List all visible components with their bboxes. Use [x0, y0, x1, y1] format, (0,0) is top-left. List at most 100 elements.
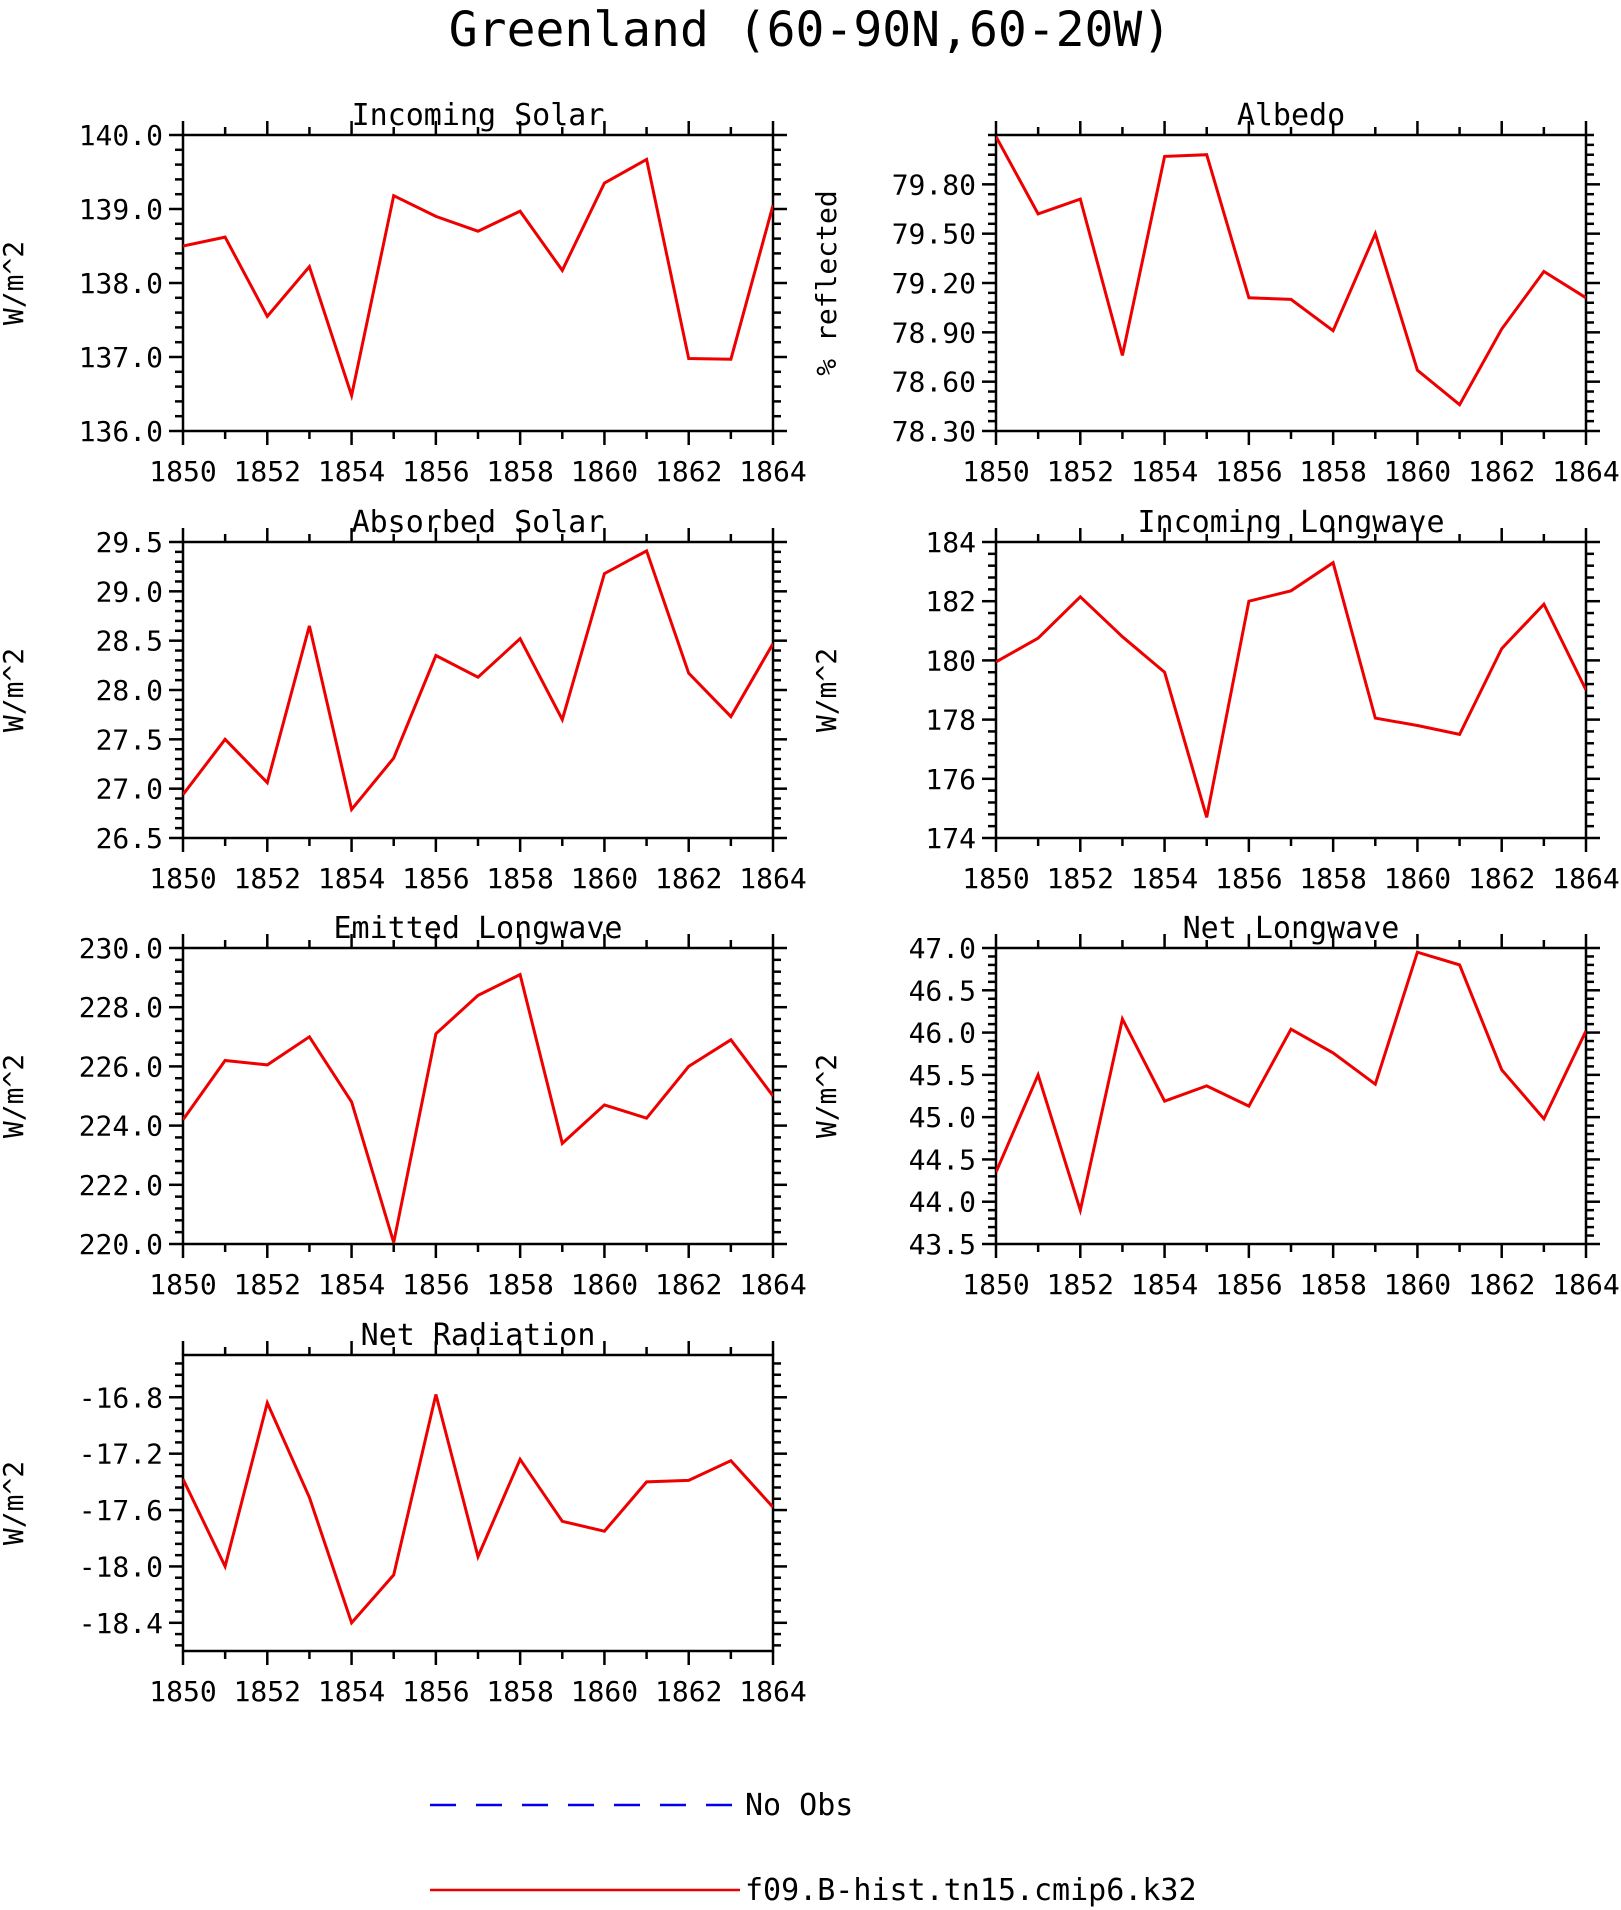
absorbed-solar-xtick-label: 1850: [149, 862, 216, 895]
incoming-solar-ytick-label: 140.0: [79, 119, 163, 152]
net-longwave-xtick-label: 1862: [1468, 1268, 1535, 1301]
legend: No Obs f09.B-hist.tn15.cmip6.k32: [430, 1788, 1197, 1908]
incoming-longwave-series-line: [996, 560, 1586, 818]
legend-model-label: f09.B-hist.tn15.cmip6.k32: [745, 1873, 1197, 1908]
net-longwave-ylabel: W/m^2: [810, 1054, 843, 1138]
albedo-xtick-label: 1864: [1552, 455, 1619, 488]
incoming-longwave-xtick-label: 1864: [1552, 862, 1619, 895]
absorbed-solar-plot-frame: [181, 540, 775, 840]
emitted-longwave-xtick-label: 1854: [318, 1268, 385, 1301]
emitted-longwave-xtick-label: 1858: [486, 1268, 553, 1301]
legend-no-obs-label: No Obs: [745, 1788, 853, 1823]
net-radiation-ytick-label: -18.4: [79, 1607, 163, 1640]
absorbed-solar-ytick-label: 28.5: [96, 625, 163, 658]
absorbed-solar-ytick-label: 29.0: [96, 575, 163, 608]
albedo-ytick-label: 79.80: [892, 168, 976, 201]
absorbed-solar-ytick-label: 28.0: [96, 674, 163, 707]
net-longwave-ytick-label: 46.5: [909, 974, 976, 1007]
net-radiation-ylabel: W/m^2: [0, 1461, 30, 1545]
absorbed-solar-ytick-label: 27.0: [96, 773, 163, 806]
net-radiation-ytick-label: -17.2: [79, 1438, 163, 1471]
absorbed-solar-ylabel: W/m^2: [0, 648, 30, 732]
incoming-solar-xtick-label: 1864: [739, 455, 806, 488]
albedo-xtick-label: 1852: [1047, 455, 1114, 488]
net-radiation-xtick-label: 1854: [318, 1675, 385, 1708]
absorbed-solar-xtick-label: 1856: [402, 862, 469, 895]
absorbed-solar-xtick-label: 1852: [234, 862, 301, 895]
net-longwave-xtick-label: 1864: [1552, 1268, 1619, 1301]
incoming-solar-ylabel: W/m^2: [0, 241, 30, 325]
incoming-solar-xtick-label: 1850: [149, 455, 216, 488]
absorbed-solar-xtick-label: 1858: [486, 862, 553, 895]
net-radiation-xtick-label: 1856: [402, 1675, 469, 1708]
incoming-solar-xtick-label: 1854: [318, 455, 385, 488]
albedo-xtick-label: 1860: [1384, 455, 1451, 488]
emitted-longwave-plot-frame: [181, 946, 775, 1246]
net-longwave-xtick-label: 1860: [1384, 1268, 1451, 1301]
albedo-xtick-label: 1858: [1299, 455, 1366, 488]
net-radiation-series-line: [183, 1394, 773, 1626]
incoming-solar-xtick-label: 1862: [655, 455, 722, 488]
incoming-longwave-xtick-label: 1862: [1468, 862, 1535, 895]
albedo-ytick-label: 78.30: [892, 415, 976, 448]
net-radiation-xtick-label: 1858: [486, 1675, 553, 1708]
emitted-longwave-xtick-label: 1852: [234, 1268, 301, 1301]
albedo-xtick-label: 1850: [962, 455, 1029, 488]
albedo-ylabel: % reflected: [810, 190, 843, 375]
emitted-longwave-xtick-label: 1856: [402, 1268, 469, 1301]
incoming-longwave-ytick-label: 184: [925, 526, 976, 559]
incoming-longwave-xtick-label: 1860: [1384, 862, 1451, 895]
albedo-xtick-label: 1854: [1131, 455, 1198, 488]
albedo-xtick-label: 1862: [1468, 455, 1535, 488]
absorbed-solar-xtick-label: 1862: [655, 862, 722, 895]
emitted-longwave-ytick-label: 222.0: [79, 1169, 163, 1202]
emitted-longwave-ytick-label: 220.0: [79, 1228, 163, 1261]
incoming-solar-ytick-label: 137.0: [79, 341, 163, 374]
absorbed-solar-ytick-label: 26.5: [96, 822, 163, 855]
incoming-solar-ytick-label: 136.0: [79, 415, 163, 448]
net-longwave-series-line: [996, 950, 1586, 1217]
net-longwave-ytick-label: 44.0: [909, 1186, 976, 1219]
incoming-longwave-ytick-label: 176: [925, 763, 976, 796]
net-radiation-xtick-label: 1862: [655, 1675, 722, 1708]
incoming-solar-ytick-label: 139.0: [79, 193, 163, 226]
incoming-solar-ytick-label: 138.0: [79, 267, 163, 300]
net-longwave-ytick-label: 45.0: [909, 1101, 976, 1134]
emitted-longwave-ytick-label: 224.0: [79, 1110, 163, 1143]
net-longwave-plot-frame: [994, 946, 1588, 1246]
net-radiation-xtick-label: 1852: [234, 1675, 301, 1708]
emitted-longwave-ytick-label: 230.0: [79, 932, 163, 965]
net-longwave-xtick-label: 1854: [1131, 1268, 1198, 1301]
incoming-solar-xtick-label: 1860: [571, 455, 638, 488]
emitted-longwave-xtick-label: 1850: [149, 1268, 216, 1301]
incoming-longwave-xtick-label: 1858: [1299, 862, 1366, 895]
incoming-solar-plot-frame: [181, 133, 775, 433]
net-radiation-xtick-label: 1850: [149, 1675, 216, 1708]
emitted-longwave-ylabel: W/m^2: [0, 1054, 30, 1138]
net-longwave-ytick-label: 44.5: [909, 1143, 976, 1176]
absorbed-solar-ytick-label: 27.5: [96, 723, 163, 756]
absorbed-solar-xtick-label: 1860: [571, 862, 638, 895]
figure-title: Greenland (60-90N,60-20W): [449, 2, 1171, 58]
net-radiation-plot-frame: [181, 1353, 775, 1653]
net-longwave-ytick-label: 45.5: [909, 1059, 976, 1092]
incoming-longwave-ytick-label: 178: [925, 704, 976, 737]
absorbed-solar-xtick-label: 1854: [318, 862, 385, 895]
net-longwave-xtick-label: 1852: [1047, 1268, 1114, 1301]
emitted-longwave-ytick-label: 228.0: [79, 991, 163, 1024]
net-longwave-ytick-label: 47.0: [909, 932, 976, 965]
albedo-ytick-label: 78.90: [892, 316, 976, 349]
emitted-longwave-series-line: [183, 972, 773, 1243]
incoming-solar-series-line: [183, 157, 773, 402]
net-radiation-xtick-label: 1864: [739, 1675, 806, 1708]
albedo-ytick-label: 79.20: [892, 267, 976, 300]
incoming-longwave-plot-frame: [994, 540, 1588, 840]
